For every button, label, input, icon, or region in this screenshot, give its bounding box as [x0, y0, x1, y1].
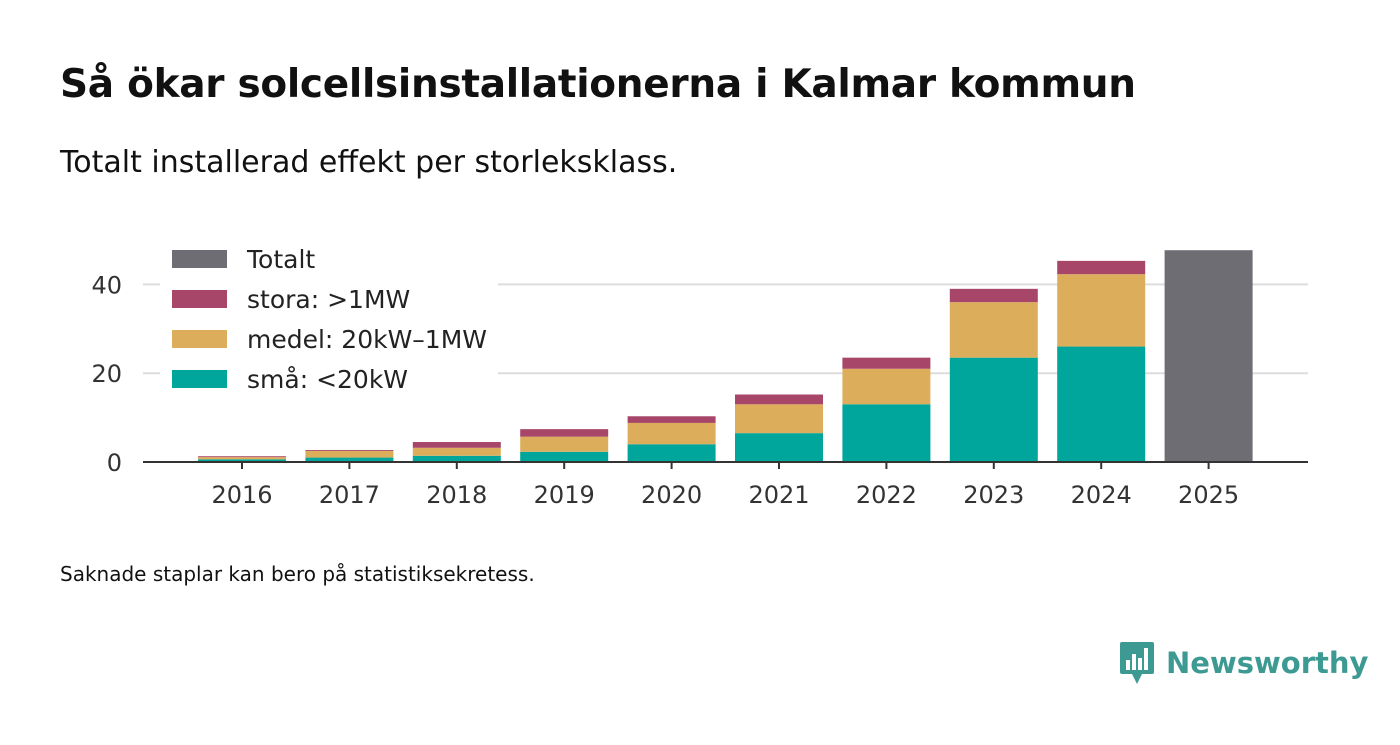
bar-2024-series-2 — [1057, 260, 1146, 275]
bar-2024-series-0 — [1057, 346, 1146, 462]
newsworthy-logo: Newsworthy — [1118, 640, 1368, 686]
bar-2018-series-0 — [412, 455, 501, 462]
bar-2023-series-1 — [949, 302, 1038, 358]
bar-2017-series-0 — [305, 457, 394, 462]
y-tick-label-0: 0 — [107, 449, 122, 477]
bar-2019-series-2 — [520, 429, 609, 437]
bar-2020-series-0 — [627, 444, 716, 462]
bar-2017-series-1 — [305, 450, 394, 458]
bar-2022-series-0 — [842, 404, 931, 462]
footnote: Saknade staplar kan bero på statistiksek… — [60, 562, 535, 586]
bar-2019-series-0 — [520, 451, 609, 462]
x-tick-label-2021: 2021 — [748, 481, 809, 509]
legend-swatch-1 — [172, 290, 227, 308]
bars — [198, 250, 1253, 462]
bar-2017-series-2 — [305, 450, 394, 451]
bar-2021-series-0 — [735, 433, 823, 462]
bar-2020-series-1 — [627, 422, 716, 445]
x-tick-label-2022: 2022 — [856, 481, 917, 509]
x-tick-label-2017: 2017 — [319, 481, 380, 509]
chart-title: Så ökar solcellsinstallationerna i Kalma… — [60, 62, 1136, 107]
legend-label-2: medel: 20kW–1MW — [247, 325, 487, 354]
y-tick-label-20: 20 — [91, 360, 122, 388]
legend-label-3: små: <20kW — [247, 365, 408, 394]
brand-name: Newsworthy — [1166, 646, 1369, 680]
bar-chart-icon — [1120, 642, 1154, 684]
bar-2025-series-3 — [1164, 250, 1253, 462]
legend: Totalt stora: >1MW medel: 20kW–1MW små: <20… — [160, 240, 498, 403]
x-tick-label-2025: 2025 — [1178, 481, 1239, 509]
bar-2023-series-2 — [949, 288, 1038, 303]
legend-swatch-0 — [172, 250, 227, 268]
x-tick-label-2018: 2018 — [426, 481, 487, 509]
bar-2016-series-2 — [198, 456, 286, 458]
bar-2024-series-1 — [1057, 274, 1146, 347]
legend-label-1: stora: >1MW — [247, 285, 410, 314]
bar-2016-series-1 — [198, 457, 286, 460]
y-tick-label-40: 40 — [91, 271, 122, 299]
legend-label-0: Totalt — [246, 245, 315, 274]
bar-2018-series-1 — [412, 447, 501, 456]
bar-2022-series-2 — [842, 357, 931, 369]
bar-2020-series-2 — [627, 416, 716, 423]
x-tick-label-2020: 2020 — [641, 481, 702, 509]
bar-2016-series-0 — [198, 459, 286, 462]
bar-2022-series-1 — [842, 368, 931, 405]
chart-subtitle: Totalt installerad effekt per storlekskl… — [60, 145, 678, 180]
bar-2021-series-2 — [735, 394, 823, 405]
bar-2023-series-0 — [949, 357, 1038, 462]
x-tick-label-2024: 2024 — [1071, 481, 1132, 509]
axes: 0 20 40 2016 2017 2018 2019 2020 2021 2022 2023 202… — [91, 271, 1308, 509]
bar-2021-series-1 — [735, 404, 823, 434]
x-tick-label-2023: 2023 — [963, 481, 1024, 509]
bar-2018-series-2 — [412, 442, 501, 448]
x-tick-label-2019: 2019 — [534, 481, 595, 509]
legend-swatch-2 — [172, 330, 227, 348]
x-tick-label-2016: 2016 — [211, 481, 272, 509]
legend-swatch-3 — [172, 370, 227, 388]
bar-2019-series-1 — [520, 436, 609, 452]
